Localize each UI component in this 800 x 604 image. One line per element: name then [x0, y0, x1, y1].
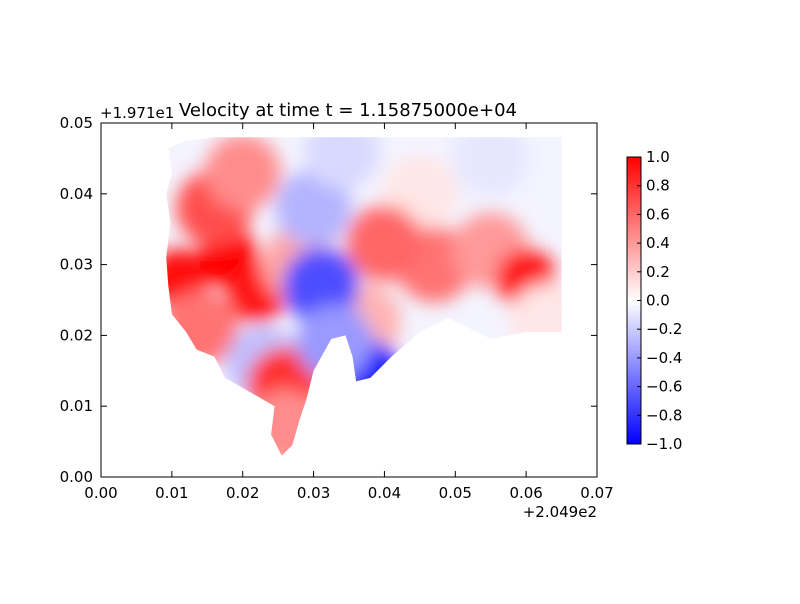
colorbar-axis: 1.0 0.8 0.6 0.4 0.2 0.0 −0.2 −0.4 −0.6 −0.8 −1.0 — [637, 148, 682, 453]
colorbar-tick-label: 0.2 — [646, 263, 670, 281]
y-axis: 0.00 0.01 0.02 0.03 0.04 0.05 — [60, 114, 597, 486]
x-offset-label: +2.049e2 — [523, 503, 597, 521]
colorbar-tick-label: 0.6 — [646, 205, 670, 223]
colorbar-tick-label: −0.4 — [646, 349, 682, 367]
colorbar-tick-label: 0.4 — [646, 234, 670, 252]
field-region — [275, 169, 352, 246]
x-axis: 0.00 0.01 0.02 0.03 0.04 0.05 0.06 0.07 — [84, 123, 614, 502]
colorbar-tick-label: 0.8 — [646, 177, 670, 195]
x-tick-label: 0.00 — [84, 484, 117, 502]
y-offset-label: +1.971e1 — [100, 104, 174, 122]
x-tick-label: 0.06 — [509, 484, 542, 502]
chart-title: Velocity at time t = 1.15875000e+04 — [179, 100, 517, 121]
colorbar-tick-label: −0.2 — [646, 320, 682, 338]
colorbar-tick-label: 1.0 — [646, 148, 670, 166]
colorbar-tick-label: −1.0 — [646, 435, 682, 453]
y-tick-label: 0.03 — [60, 256, 93, 274]
x-tick-label: 0.02 — [226, 484, 259, 502]
y-tick-label: 0.02 — [60, 326, 93, 344]
y-tick-label: 0.01 — [60, 397, 93, 415]
field-region — [204, 137, 281, 211]
y-tick-label: 0.00 — [60, 468, 93, 486]
colorbar-tick-label: 0.0 — [646, 292, 670, 310]
colorbar-tick-label: −0.6 — [646, 378, 682, 396]
y-tick-label: 0.05 — [60, 114, 93, 132]
colorbar-tick-label: −0.8 — [646, 406, 682, 424]
x-tick-label: 0.07 — [580, 484, 613, 502]
x-tick-label: 0.01 — [155, 484, 188, 502]
x-tick-label: 0.05 — [439, 484, 472, 502]
field-region — [346, 205, 423, 282]
x-tick-label: 0.04 — [368, 484, 401, 502]
field-region — [303, 137, 380, 190]
y-tick-label: 0.04 — [60, 185, 93, 203]
field-region — [452, 137, 529, 197]
x-tick-label: 0.03 — [297, 484, 330, 502]
plot-frame — [100, 122, 598, 478]
